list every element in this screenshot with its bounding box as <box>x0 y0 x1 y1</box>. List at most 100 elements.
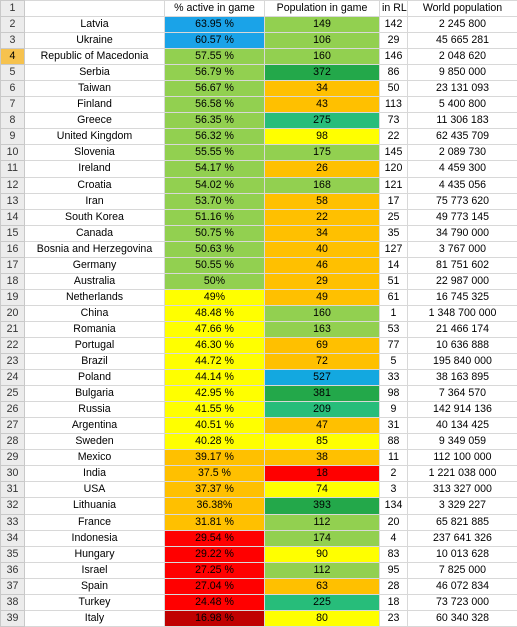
cell-in-rl[interactable]: 20 <box>380 514 408 530</box>
cell-population-game[interactable]: 72 <box>265 354 380 370</box>
cell-in-rl[interactable]: 95 <box>380 562 408 578</box>
cell-population-game[interactable]: 225 <box>265 594 380 610</box>
cell-pct-active[interactable]: 44.14 % <box>165 370 265 386</box>
cell-population-game[interactable]: 112 <box>265 514 380 530</box>
cell-population-game[interactable]: 163 <box>265 321 380 337</box>
cell-country[interactable]: Mexico <box>25 450 165 466</box>
cell-country[interactable]: Argentina <box>25 418 165 434</box>
cell-pct-active[interactable]: 40.51 % <box>165 418 265 434</box>
cell-pct-active[interactable]: 50.55 % <box>165 257 265 273</box>
row-number[interactable]: 30 <box>1 466 25 482</box>
cell-in-rl[interactable]: 86 <box>380 65 408 81</box>
cell-pct-active[interactable]: 42.95 % <box>165 386 265 402</box>
header-in-rl[interactable]: in RL <box>380 1 408 17</box>
cell-world-population[interactable]: 38 163 895 <box>408 370 517 386</box>
cell-in-rl[interactable]: 14 <box>380 257 408 273</box>
row-number[interactable]: 28 <box>1 434 25 450</box>
cell-country[interactable]: Romania <box>25 321 165 337</box>
cell-country[interactable]: Portugal <box>25 337 165 353</box>
row-number[interactable]: 39 <box>1 610 25 626</box>
cell-world-population[interactable]: 3 329 227 <box>408 498 517 514</box>
cell-country[interactable]: Bosnia and Herzegovina <box>25 241 165 257</box>
cell-world-population[interactable]: 46 072 834 <box>408 578 517 594</box>
cell-population-game[interactable]: 393 <box>265 498 380 514</box>
header-population-game[interactable]: Population in game <box>265 1 380 17</box>
cell-pct-active[interactable]: 63.95 % <box>165 17 265 33</box>
cell-population-game[interactable]: 49 <box>265 289 380 305</box>
cell-population-game[interactable]: 174 <box>265 530 380 546</box>
cell-population-game[interactable]: 527 <box>265 370 380 386</box>
row-number[interactable]: 18 <box>1 273 25 289</box>
cell-pct-active[interactable]: 50.75 % <box>165 225 265 241</box>
cell-country[interactable]: USA <box>25 482 165 498</box>
cell-population-game[interactable]: 26 <box>265 161 380 177</box>
cell-world-population[interactable]: 49 773 145 <box>408 209 517 225</box>
cell-world-population[interactable]: 3 767 000 <box>408 241 517 257</box>
cell-world-population[interactable]: 65 821 885 <box>408 514 517 530</box>
cell-country[interactable]: United Kingdom <box>25 129 165 145</box>
row-number[interactable]: 14 <box>1 209 25 225</box>
cell-population-game[interactable]: 18 <box>265 466 380 482</box>
cell-in-rl[interactable]: 51 <box>380 273 408 289</box>
cell-country[interactable]: China <box>25 305 165 321</box>
cell-population-game[interactable]: 175 <box>265 145 380 161</box>
cell-in-rl[interactable]: 5 <box>380 354 408 370</box>
cell-country[interactable]: Republic of Macedonia <box>25 49 165 65</box>
cell-population-game[interactable]: 74 <box>265 482 380 498</box>
cell-population-game[interactable]: 38 <box>265 450 380 466</box>
cell-pct-active[interactable]: 31.81 % <box>165 514 265 530</box>
cell-population-game[interactable]: 46 <box>265 257 380 273</box>
cell-pct-active[interactable]: 40.28 % <box>165 434 265 450</box>
cell-country[interactable]: Croatia <box>25 177 165 193</box>
cell-world-population[interactable]: 4 435 056 <box>408 177 517 193</box>
cell-population-game[interactable]: 149 <box>265 17 380 33</box>
row-number[interactable]: 29 <box>1 450 25 466</box>
cell-country[interactable]: Indonesia <box>25 530 165 546</box>
cell-pct-active[interactable]: 37.37 % <box>165 482 265 498</box>
cell-world-population[interactable]: 4 459 300 <box>408 161 517 177</box>
cell-in-rl[interactable]: 53 <box>380 321 408 337</box>
cell-population-game[interactable]: 106 <box>265 33 380 49</box>
cell-in-rl[interactable]: 23 <box>380 610 408 626</box>
cell-world-population[interactable]: 81 751 602 <box>408 257 517 273</box>
row-number[interactable]: 16 <box>1 241 25 257</box>
cell-in-rl[interactable]: 11 <box>380 450 408 466</box>
cell-country[interactable]: Canada <box>25 225 165 241</box>
header-world-population[interactable]: World population <box>408 1 517 17</box>
cell-country[interactable]: Greece <box>25 113 165 129</box>
cell-population-game[interactable]: 275 <box>265 113 380 129</box>
cell-pct-active[interactable]: 50% <box>165 273 265 289</box>
row-number[interactable]: 3 <box>1 33 25 49</box>
cell-population-game[interactable]: 63 <box>265 578 380 594</box>
row-number[interactable]: 20 <box>1 305 25 321</box>
row-number[interactable]: 36 <box>1 562 25 578</box>
cell-population-game[interactable]: 160 <box>265 305 380 321</box>
cell-in-rl[interactable]: 146 <box>380 49 408 65</box>
cell-pct-active[interactable]: 36.38% <box>165 498 265 514</box>
cell-country[interactable]: Australia <box>25 273 165 289</box>
cell-pct-active[interactable]: 41.55 % <box>165 402 265 418</box>
row-number[interactable]: 27 <box>1 418 25 434</box>
cell-country[interactable]: Germany <box>25 257 165 273</box>
cell-world-population[interactable]: 22 987 000 <box>408 273 517 289</box>
cell-country[interactable]: Poland <box>25 370 165 386</box>
cell-pct-active[interactable]: 49% <box>165 289 265 305</box>
cell-pct-active[interactable]: 29.54 % <box>165 530 265 546</box>
cell-pct-active[interactable]: 24.48 % <box>165 594 265 610</box>
row-number[interactable]: 13 <box>1 193 25 209</box>
row-number[interactable]: 12 <box>1 177 25 193</box>
cell-world-population[interactable]: 2 089 730 <box>408 145 517 161</box>
cell-world-population[interactable]: 16 745 325 <box>408 289 517 305</box>
row-number[interactable]: 8 <box>1 113 25 129</box>
cell-in-rl[interactable]: 113 <box>380 97 408 113</box>
row-number[interactable]: 26 <box>1 402 25 418</box>
cell-world-population[interactable]: 23 131 093 <box>408 81 517 97</box>
cell-world-population[interactable]: 195 840 000 <box>408 354 517 370</box>
cell-world-population[interactable]: 1 348 700 000 <box>408 305 517 321</box>
row-number[interactable]: 38 <box>1 594 25 610</box>
cell-population-game[interactable]: 58 <box>265 193 380 209</box>
row-number[interactable]: 15 <box>1 225 25 241</box>
cell-country[interactable]: Turkey <box>25 594 165 610</box>
cell-in-rl[interactable]: 4 <box>380 530 408 546</box>
cell-country[interactable]: Bulgaria <box>25 386 165 402</box>
